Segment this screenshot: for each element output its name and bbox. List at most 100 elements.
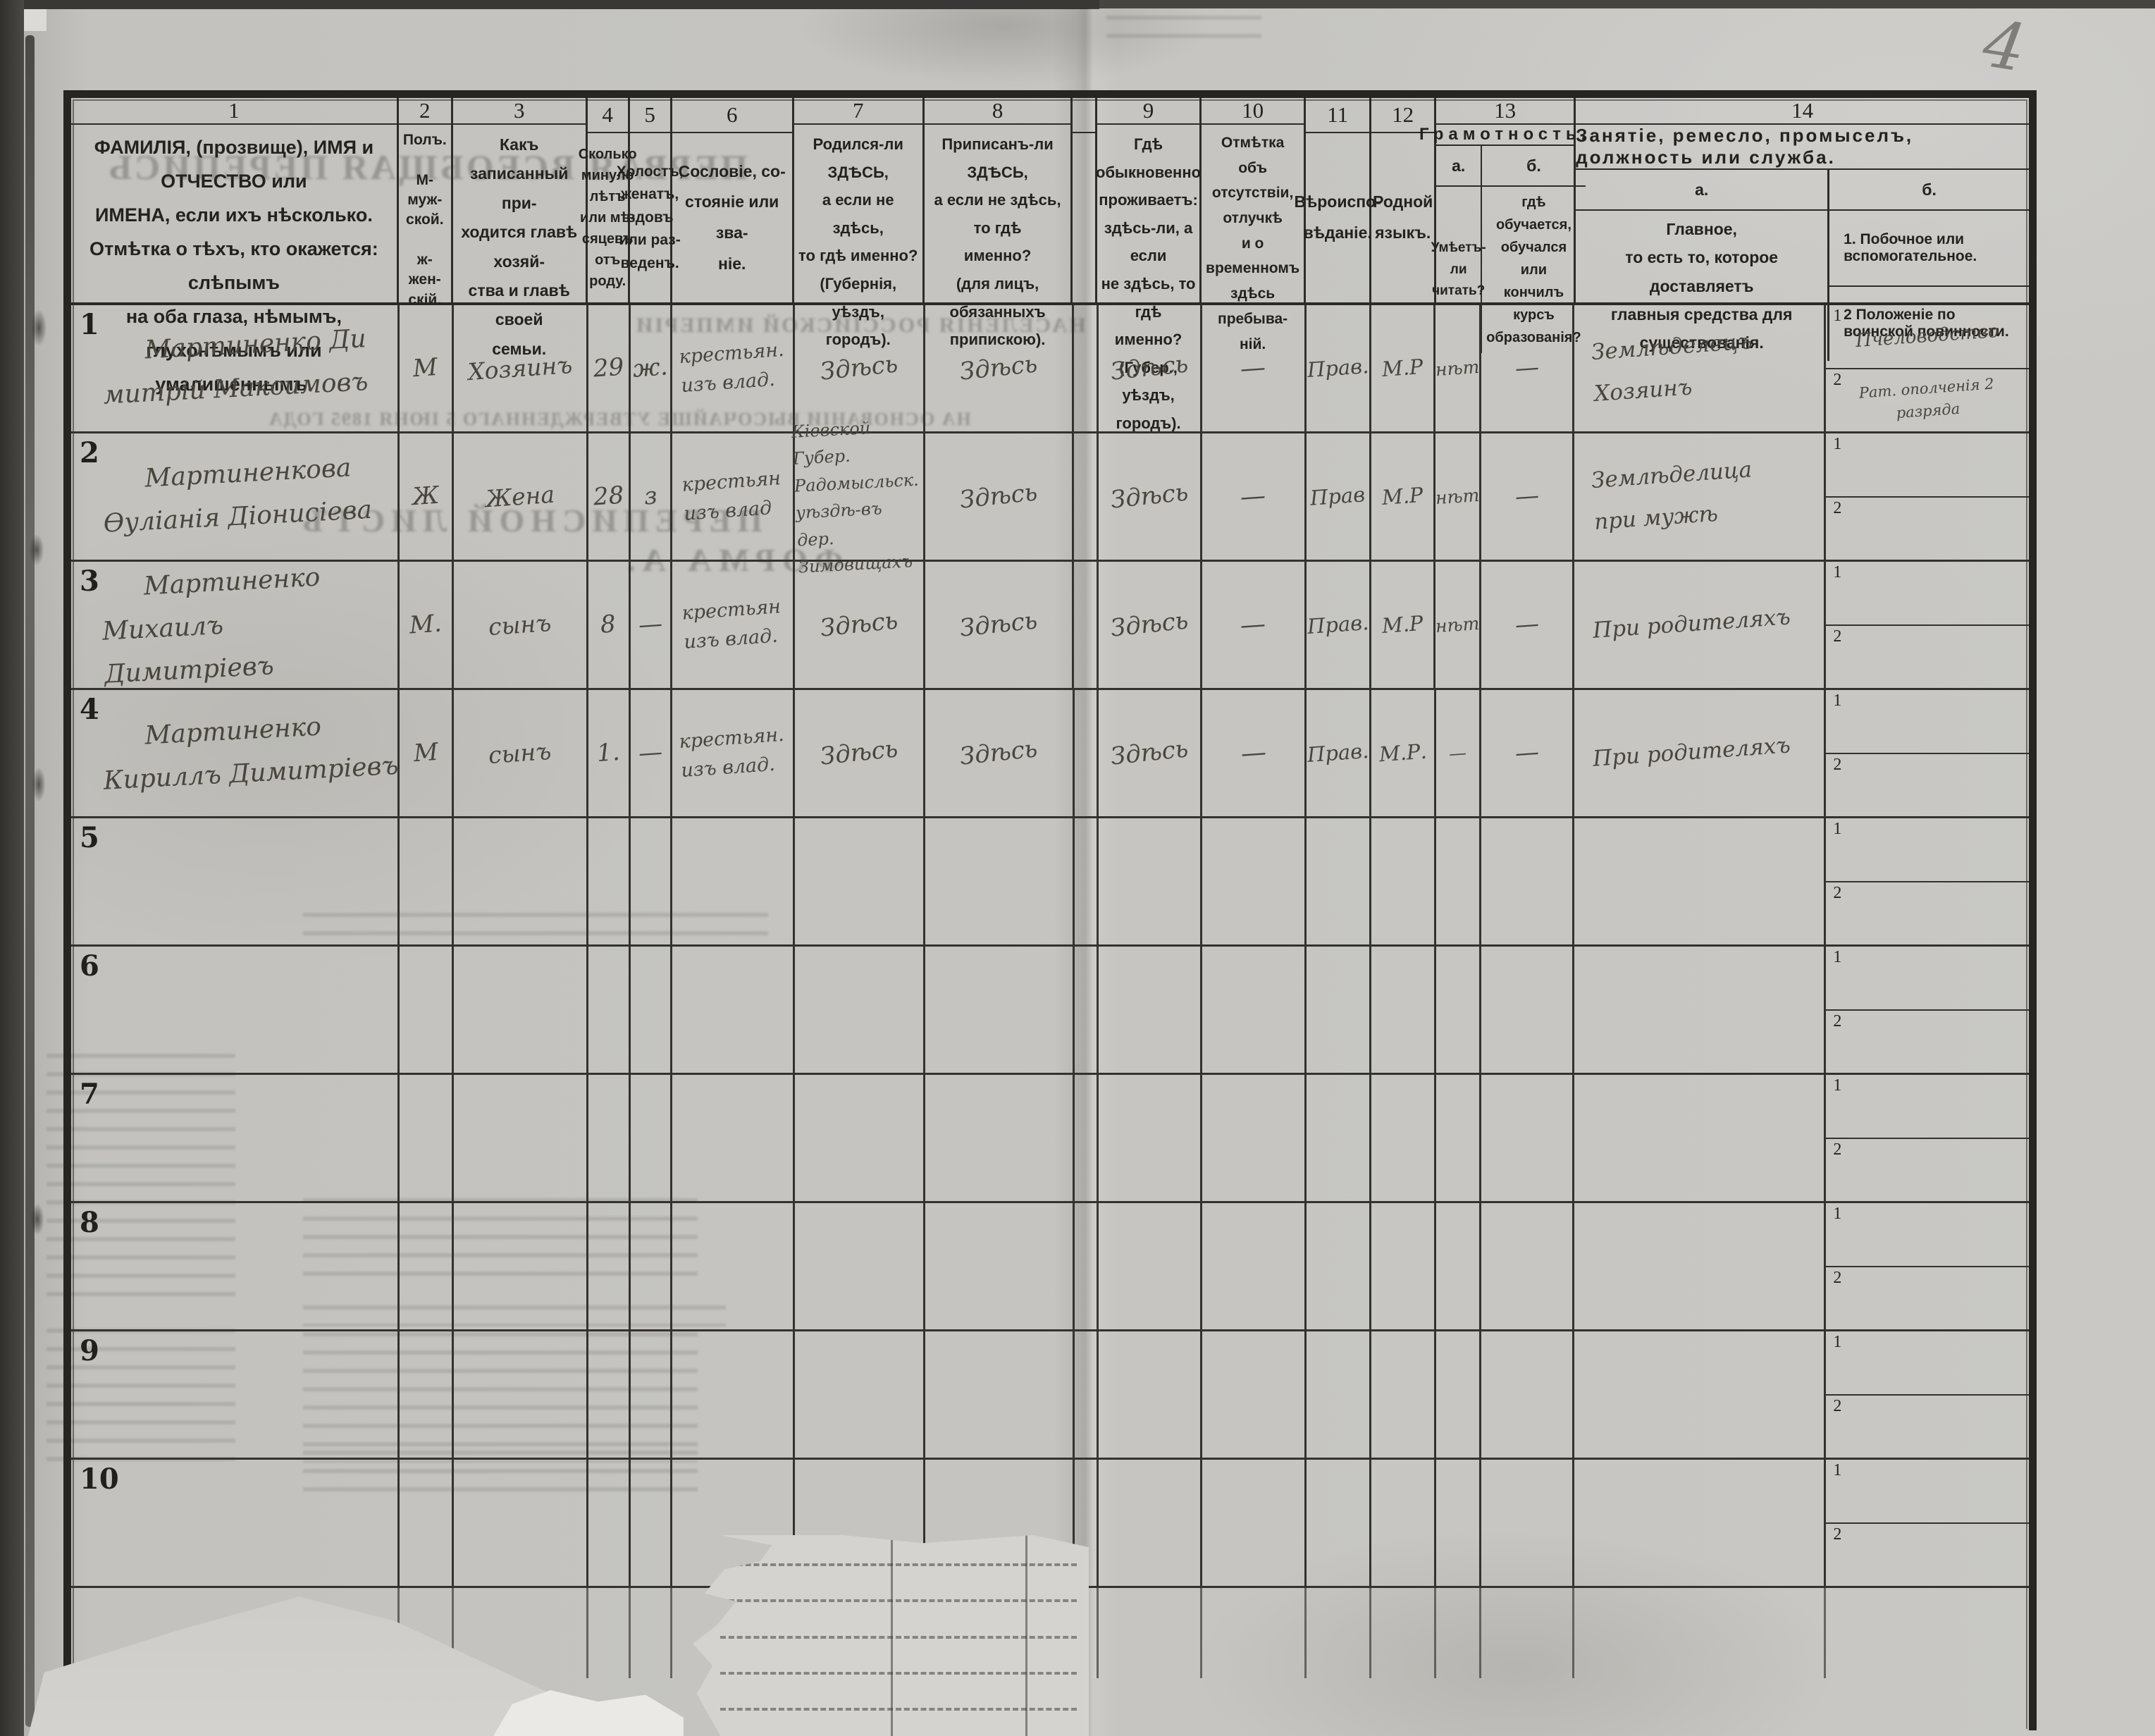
cell-lives: Здѣсь (1099, 690, 1203, 816)
cell-marital: — (631, 562, 673, 688)
table-row: 7 1 2 (71, 1075, 2029, 1203)
cell (1574, 1203, 1827, 1329)
handwritten-value: крестьян изъ влад (681, 467, 782, 525)
cell (1202, 1331, 1307, 1458)
cell (400, 818, 454, 944)
torn-underlying-sheet (693, 1535, 1089, 1736)
fold-gap (1074, 305, 1099, 431)
rule-line (1025, 1535, 1028, 1736)
subcell-label: 2 (1833, 1396, 1842, 1415)
handwritten-value: нѣт (1435, 356, 1481, 380)
cell (588, 947, 631, 1073)
subcell-label: 2 (1833, 627, 1842, 646)
cell (1481, 818, 1575, 944)
cell-occupation-side: 1 2 (1826, 1075, 2029, 1201)
cell (400, 1460, 454, 1586)
handwritten-name: Мартиненко Кириллъ Димитріевъ (102, 712, 400, 796)
handwritten-value: Прав. (1306, 353, 1370, 382)
handwritten-value: Здѣсь (958, 734, 1039, 771)
ink-blot (27, 529, 47, 571)
bleedthrough-smudge (47, 1054, 235, 1307)
subcell-label: 1 (1833, 948, 1842, 966)
cell-reads: — (1436, 690, 1482, 816)
rule-line (891, 1535, 893, 1736)
table-row: 4 Мартиненко Кириллъ Димитріевъ М сынъ 1.… (71, 690, 2029, 818)
column-header: Родился-ли ЗДѢСЬ, а если не здѣсь, то гд… (798, 135, 918, 349)
subcell-label: 1 (1833, 1205, 1842, 1223)
header-col-6: 6 Сословіе, со- стояніе или зва- ніе. (672, 98, 794, 302)
cell (925, 1203, 1075, 1329)
handwritten-value: Здѣсь (818, 350, 899, 386)
handwritten-value: Прав. (1307, 738, 1370, 767)
cell-sex: М. (400, 562, 454, 688)
cell (1436, 1203, 1482, 1329)
cell (1574, 1460, 1827, 1586)
cell-age: 1. (588, 690, 631, 816)
handwritten-value: нѣт (1435, 612, 1481, 636)
header-col-13: 13 Грамотность. a. Умѣетъ- ли читать? б.… (1419, 98, 1586, 353)
fold-gap (1074, 1075, 1099, 1201)
cell-registered: Здѣсь (925, 305, 1075, 431)
handwritten-value: Здѣсь (819, 734, 900, 771)
header-col-8: 8 Приписанъ-ли ЗДѢСЬ, а если не здѣсь, т… (924, 98, 1073, 348)
subcell-label: 1 (1833, 1076, 1842, 1095)
cell-estate: крестьян. изъ влад. (672, 305, 795, 431)
fold-gap (1074, 818, 1099, 944)
handwritten-value: — (1240, 609, 1267, 640)
cell (795, 1331, 926, 1458)
cell (631, 1460, 673, 1586)
subcell-military: 2 (1826, 880, 2029, 945)
cell-reads: нѣт (1435, 433, 1482, 560)
cell (1099, 1203, 1203, 1329)
subcol-header: гдѣ обучается, обучался или кончилъ курс… (1486, 195, 1581, 345)
subcell-side-occupation: 1 (1826, 1203, 2029, 1266)
cell-religion: Прав. (1307, 690, 1372, 816)
handwritten-value: М.Р (1381, 610, 1424, 638)
bleedthrough-smudge (47, 1329, 235, 1470)
census-table: 1 ФАМИЛІЯ, (прозвище), ИМЯ и ОТЧЕСТВО ил… (63, 90, 2037, 1730)
cell (400, 1203, 454, 1329)
subcell-label: 1 (1833, 435, 1842, 453)
cell (1481, 947, 1575, 1073)
column-number: 14 (1576, 98, 2029, 125)
header-col-5: 5 Холостъ, женатъ, вдовъ или раз- веденъ… (617, 98, 684, 302)
column-header: Вѣроиспо- вѣданіе. (1294, 192, 1381, 242)
cell (1202, 1075, 1307, 1201)
table-row: 6 1 2 (71, 947, 2029, 1075)
header-col-1: 1 ФАМИЛІЯ, (прозвище), ИМЯ и ОТЧЕСТВО ил… (71, 98, 399, 395)
cell (1099, 818, 1203, 944)
cell (1371, 1460, 1436, 1586)
row-number: 7 (80, 1078, 99, 1111)
dashed-rule (720, 1599, 1078, 1603)
cell (1202, 1203, 1307, 1329)
cell (1436, 1331, 1482, 1458)
handwritten-value: сынъ (487, 608, 552, 641)
row-number: 4 (80, 693, 99, 726)
ink-blot (30, 761, 48, 808)
handwritten-value: Здѣсь (1109, 350, 1190, 386)
column-group-title: Грамотность. (1419, 125, 1586, 146)
cell-registered: Здѣсь (925, 562, 1075, 688)
cell-estate: крестьян. изъ влад. (672, 690, 795, 816)
subcol-header: 2 Положеніе по воинской повинности. (1844, 307, 2009, 340)
cell (454, 1075, 589, 1201)
handwritten-value: — (637, 609, 664, 640)
cell (672, 1203, 795, 1329)
fold-gap (1074, 562, 1099, 688)
fold-gap (1073, 133, 1095, 302)
subcell-label: 2 (1833, 370, 1842, 389)
cell-name: 7 (71, 1075, 400, 1201)
cell-relation: Хозяинъ (454, 305, 589, 431)
column-number: 1 (71, 98, 397, 125)
subcell-side-occupation: 1 (1826, 947, 2029, 1009)
stub-cell (1436, 1588, 1482, 1678)
cell-age: 8 (588, 562, 631, 688)
subcell-side-occupation: 1 (1826, 1460, 2029, 1522)
column-number: 6 (672, 98, 792, 133)
subcell-side-occupation: 1 (1826, 818, 2029, 881)
cell (672, 947, 795, 1073)
cell-born: Здѣсь (795, 305, 926, 431)
row-number: 10 (80, 1463, 119, 1496)
handwritten-value: — (1514, 481, 1540, 512)
handwritten-value: Здѣсь (958, 606, 1039, 643)
